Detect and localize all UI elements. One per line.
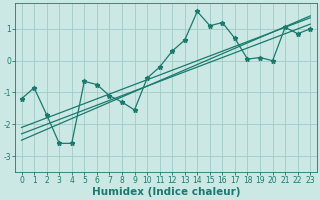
X-axis label: Humidex (Indice chaleur): Humidex (Indice chaleur) — [92, 187, 240, 197]
